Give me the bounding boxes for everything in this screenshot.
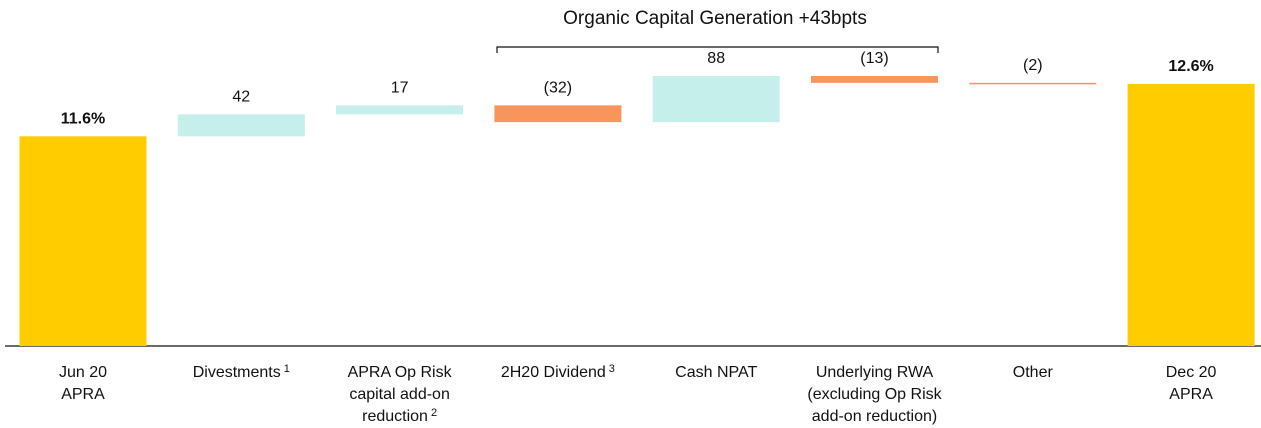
bar bbox=[19, 136, 147, 346]
x-tick-label: Jun 20 APRA bbox=[8, 362, 158, 406]
value-label: (32) bbox=[544, 79, 572, 96]
value-label: 88 bbox=[707, 50, 725, 67]
category-text: Other bbox=[1012, 364, 1053, 381]
category-text: Cash NPAT bbox=[675, 364, 758, 381]
bar bbox=[652, 76, 780, 123]
bracket bbox=[496, 46, 939, 53]
bar bbox=[336, 105, 464, 115]
x-tick-label: APRA Op Risk capital add-on reduction 2 bbox=[325, 362, 475, 428]
category-text: Underlying RWA (excluding Op Risk add-on… bbox=[807, 364, 942, 425]
value-label: 17 bbox=[391, 79, 409, 96]
x-tick-label: 2H20 Dividend 3 bbox=[483, 362, 633, 384]
category-text: Jun 20 APRA bbox=[58, 364, 108, 403]
footnote-mark: 2 bbox=[430, 407, 438, 419]
value-label: (2) bbox=[1023, 57, 1043, 74]
value-label: 42 bbox=[232, 88, 250, 105]
x-tick-label: Cash NPAT bbox=[641, 362, 791, 384]
bar bbox=[811, 76, 938, 83]
x-tick-label: Divestments 1 bbox=[166, 362, 316, 384]
bar bbox=[494, 105, 622, 123]
bar bbox=[969, 82, 1097, 85]
bar bbox=[1127, 83, 1255, 346]
category-text: APRA Op Risk capital add-on reduction bbox=[347, 364, 452, 425]
footnote-mark: 1 bbox=[283, 363, 290, 375]
x-tick-label: Underlying RWA (excluding Op Risk add-on… bbox=[800, 362, 950, 428]
value-label: 11.6% bbox=[61, 110, 105, 127]
category-text: 2H20 Dividend bbox=[500, 364, 606, 381]
category-text: Dec 20 APRA bbox=[1165, 364, 1217, 403]
x-tick-label: Other bbox=[958, 362, 1108, 384]
category-text: Divestments bbox=[192, 364, 281, 381]
annotation: Organic Capital Generation +43bpts bbox=[563, 8, 867, 29]
bar bbox=[177, 114, 305, 137]
footnote-mark: 3 bbox=[608, 363, 615, 375]
value-label: 12.6% bbox=[1168, 58, 1213, 75]
value-label: (13) bbox=[860, 50, 888, 67]
x-tick-label: Dec 20 APRA bbox=[1116, 362, 1261, 406]
